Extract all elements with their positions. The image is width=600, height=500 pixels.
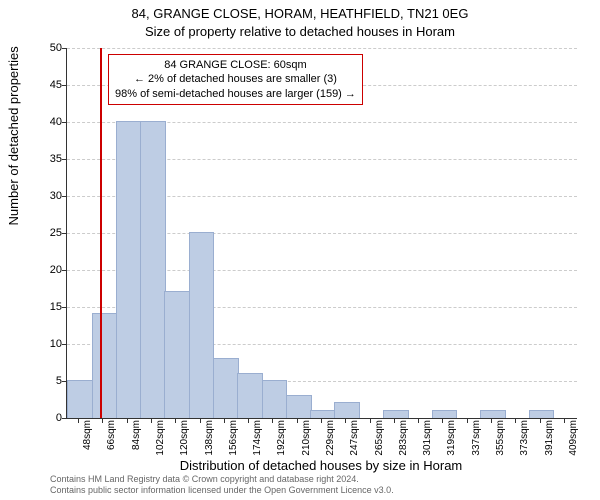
x-tick-mark: [442, 418, 443, 423]
histogram-bar: [480, 410, 506, 418]
x-tick-mark: [540, 418, 541, 423]
x-axis-label: Distribution of detached houses by size …: [66, 458, 576, 473]
y-tick-mark: [62, 307, 67, 308]
histogram-bar: [262, 380, 288, 418]
x-tick-mark: [418, 418, 419, 423]
y-tick-mark: [62, 233, 67, 234]
footer-line-2: Contains public sector information licen…: [50, 485, 590, 496]
histogram-bar: [529, 410, 555, 418]
y-tick-label: 35: [32, 153, 62, 165]
histogram-bar: [286, 395, 312, 418]
x-tick-mark: [175, 418, 176, 423]
y-tick-label: 5: [32, 375, 62, 387]
histogram-bar: [116, 121, 142, 418]
annotation-line: 84 GRANGE CLOSE: 60sqm: [115, 58, 356, 72]
x-tick-mark: [224, 418, 225, 423]
y-tick-label: 20: [32, 264, 62, 276]
x-tick-mark: [78, 418, 79, 423]
annotation-line: 98% of semi-detached houses are larger (…: [115, 87, 356, 101]
annotation-box: 84 GRANGE CLOSE: 60sqm← 2% of detached h…: [108, 54, 363, 105]
x-tick-mark: [151, 418, 152, 423]
histogram-bar: [237, 373, 263, 418]
footer-line-1: Contains HM Land Registry data © Crown c…: [50, 474, 590, 485]
chart-footer: Contains HM Land Registry data © Crown c…: [50, 474, 590, 496]
chart-title-sub: Size of property relative to detached ho…: [0, 24, 600, 39]
gridline: [67, 48, 577, 49]
chart-title-main: 84, GRANGE CLOSE, HORAM, HEATHFIELD, TN2…: [0, 6, 600, 21]
y-tick-label: 30: [32, 190, 62, 202]
histogram-bar: [213, 358, 239, 418]
chart-container: { "chart": { "type": "histogram", "title…: [0, 0, 600, 500]
y-tick-label: 15: [32, 301, 62, 313]
y-tick-label: 50: [32, 42, 62, 54]
x-tick-mark: [515, 418, 516, 423]
histogram-bar: [383, 410, 409, 418]
y-tick-mark: [62, 418, 67, 419]
histogram-bar: [432, 410, 458, 418]
x-tick-mark: [272, 418, 273, 423]
x-tick-mark: [248, 418, 249, 423]
histogram-bar: [67, 380, 93, 418]
histogram-bar: [140, 121, 166, 418]
histogram-bar: [189, 232, 215, 418]
y-tick-mark: [62, 159, 67, 160]
x-tick-mark: [394, 418, 395, 423]
y-tick-label: 40: [32, 116, 62, 128]
histogram-bar: [164, 291, 190, 418]
x-tick-mark: [321, 418, 322, 423]
y-tick-label: 45: [32, 79, 62, 91]
x-tick-mark: [345, 418, 346, 423]
histogram-bar: [334, 402, 360, 418]
x-tick-mark: [491, 418, 492, 423]
y-tick-mark: [62, 85, 67, 86]
histogram-bar: [92, 313, 118, 418]
x-tick-mark: [370, 418, 371, 423]
annotation-line: ← 2% of detached houses are smaller (3): [115, 72, 356, 86]
x-tick-mark: [127, 418, 128, 423]
x-tick-mark: [297, 418, 298, 423]
y-tick-label: 25: [32, 227, 62, 239]
y-tick-mark: [62, 122, 67, 123]
y-tick-mark: [62, 48, 67, 49]
x-tick-mark: [467, 418, 468, 423]
x-tick-mark: [564, 418, 565, 423]
y-tick-mark: [62, 270, 67, 271]
histogram-bar: [310, 410, 336, 418]
x-tick-mark: [200, 418, 201, 423]
y-axis-label: Number of detached properties: [6, 46, 21, 225]
property-marker-line: [100, 48, 102, 418]
y-tick-mark: [62, 344, 67, 345]
y-tick-label: 10: [32, 338, 62, 350]
y-tick-label: 0: [32, 412, 62, 424]
x-tick-mark: [102, 418, 103, 423]
y-tick-mark: [62, 196, 67, 197]
